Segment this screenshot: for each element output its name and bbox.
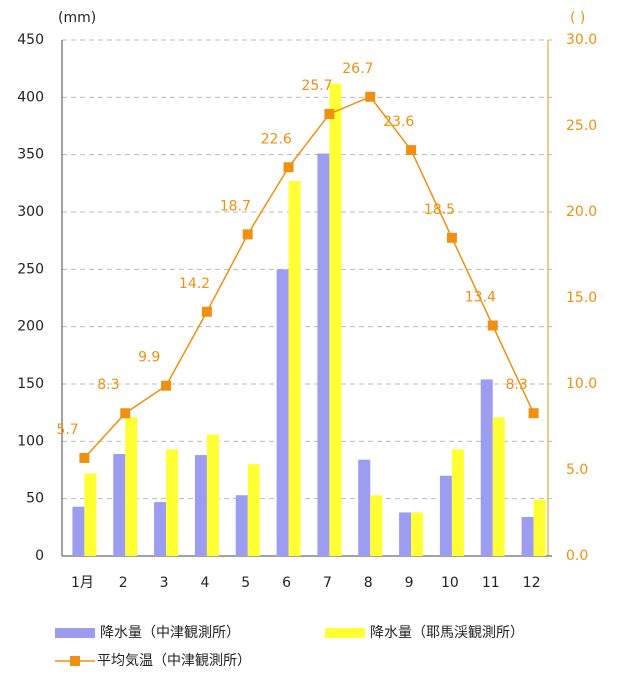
data-label: 14.2 xyxy=(179,276,210,292)
data-label: 18.7 xyxy=(220,198,251,214)
bar xyxy=(206,434,219,556)
line-marker xyxy=(201,306,212,317)
y2-tick-label: 10.0 xyxy=(566,376,597,392)
y-tick-label: 100 xyxy=(17,433,44,449)
bar xyxy=(166,449,179,556)
line-marker xyxy=(365,91,376,102)
line-marker xyxy=(79,452,90,463)
x-tick-label: 9 xyxy=(405,575,414,591)
bar xyxy=(439,475,452,556)
bar xyxy=(72,506,85,556)
x-tick-label: 12 xyxy=(523,575,541,591)
bar xyxy=(521,517,534,556)
legend-label: 降水量（耶馬渓観測所） xyxy=(370,624,524,641)
bar xyxy=(125,417,138,556)
y-tick-label: 200 xyxy=(17,319,44,335)
bar xyxy=(154,502,167,556)
bar xyxy=(317,153,330,556)
y-tick-label: 450 xyxy=(17,32,44,48)
y2-axis-label: ( ) xyxy=(570,10,585,26)
legend-label: 平均気温（中津観測所） xyxy=(97,652,251,669)
data-label: 18.5 xyxy=(424,202,455,218)
line-marker xyxy=(406,145,417,156)
y2-tick-label: 30.0 xyxy=(566,32,597,48)
bar xyxy=(329,83,342,556)
x-tick-label: 7 xyxy=(323,575,332,591)
legend-marker xyxy=(70,656,80,666)
data-label: 5.7 xyxy=(56,422,78,438)
y-tick-label: 350 xyxy=(17,147,44,163)
x-tick-label: 6 xyxy=(282,575,291,591)
y-tick-label: 400 xyxy=(17,89,44,105)
data-label: 22.6 xyxy=(261,131,292,147)
line xyxy=(83,95,535,459)
data-label: 9.9 xyxy=(138,350,160,366)
bar xyxy=(358,459,371,556)
line-marker xyxy=(324,108,335,119)
line-marker xyxy=(161,380,172,391)
y2-tick-label: 5.0 xyxy=(566,462,588,478)
bar xyxy=(370,495,383,556)
bar xyxy=(247,464,260,556)
x-tick-label: 5 xyxy=(241,575,250,591)
x-tick-label: 1月 xyxy=(71,575,94,591)
bar xyxy=(288,181,301,557)
y2-tick-label: 0.0 xyxy=(566,548,588,564)
y-axis-label: (mm) xyxy=(58,10,96,26)
data-label: 8.3 xyxy=(506,377,528,393)
line-marker xyxy=(283,162,294,173)
line-marker xyxy=(446,232,457,243)
y-tick-label: 300 xyxy=(17,204,44,220)
bar xyxy=(113,453,126,556)
y-tick-label: 0 xyxy=(35,548,44,564)
bar xyxy=(235,495,248,556)
y-tick-label: 250 xyxy=(17,261,44,277)
legend-label: 降水量（中津観測所） xyxy=(100,624,240,641)
y2-tick-label: 20.0 xyxy=(566,204,597,220)
x-tick-label: 10 xyxy=(441,575,459,591)
line-marker xyxy=(528,408,539,419)
data-label: 23.6 xyxy=(383,114,414,130)
x-tick-label: 8 xyxy=(364,575,373,591)
y2-tick-label: 15.0 xyxy=(566,290,597,306)
bar xyxy=(480,379,493,556)
y2-tick-label: 25.0 xyxy=(566,118,597,134)
line-marker xyxy=(487,320,498,331)
bar xyxy=(411,512,424,556)
y-tick-label: 50 xyxy=(26,491,44,507)
data-label: 26.7 xyxy=(342,61,373,77)
line-marker xyxy=(120,408,131,419)
bar xyxy=(276,269,289,556)
bar xyxy=(194,455,207,556)
x-tick-label: 2 xyxy=(119,575,128,591)
legend-swatch xyxy=(55,628,95,638)
y-tick-label: 150 xyxy=(17,376,44,392)
x-tick-label: 4 xyxy=(200,575,209,591)
bar xyxy=(451,449,464,556)
bar xyxy=(492,417,505,556)
data-label: 13.4 xyxy=(465,290,496,306)
data-label: 25.7 xyxy=(301,78,332,94)
bar xyxy=(533,499,546,556)
line-marker xyxy=(242,229,253,240)
x-tick-label: 11 xyxy=(482,575,500,591)
legend-swatch xyxy=(325,628,365,638)
data-label: 8.3 xyxy=(97,377,119,393)
bar xyxy=(84,473,97,556)
x-tick-label: 3 xyxy=(160,575,169,591)
bar xyxy=(399,512,412,556)
